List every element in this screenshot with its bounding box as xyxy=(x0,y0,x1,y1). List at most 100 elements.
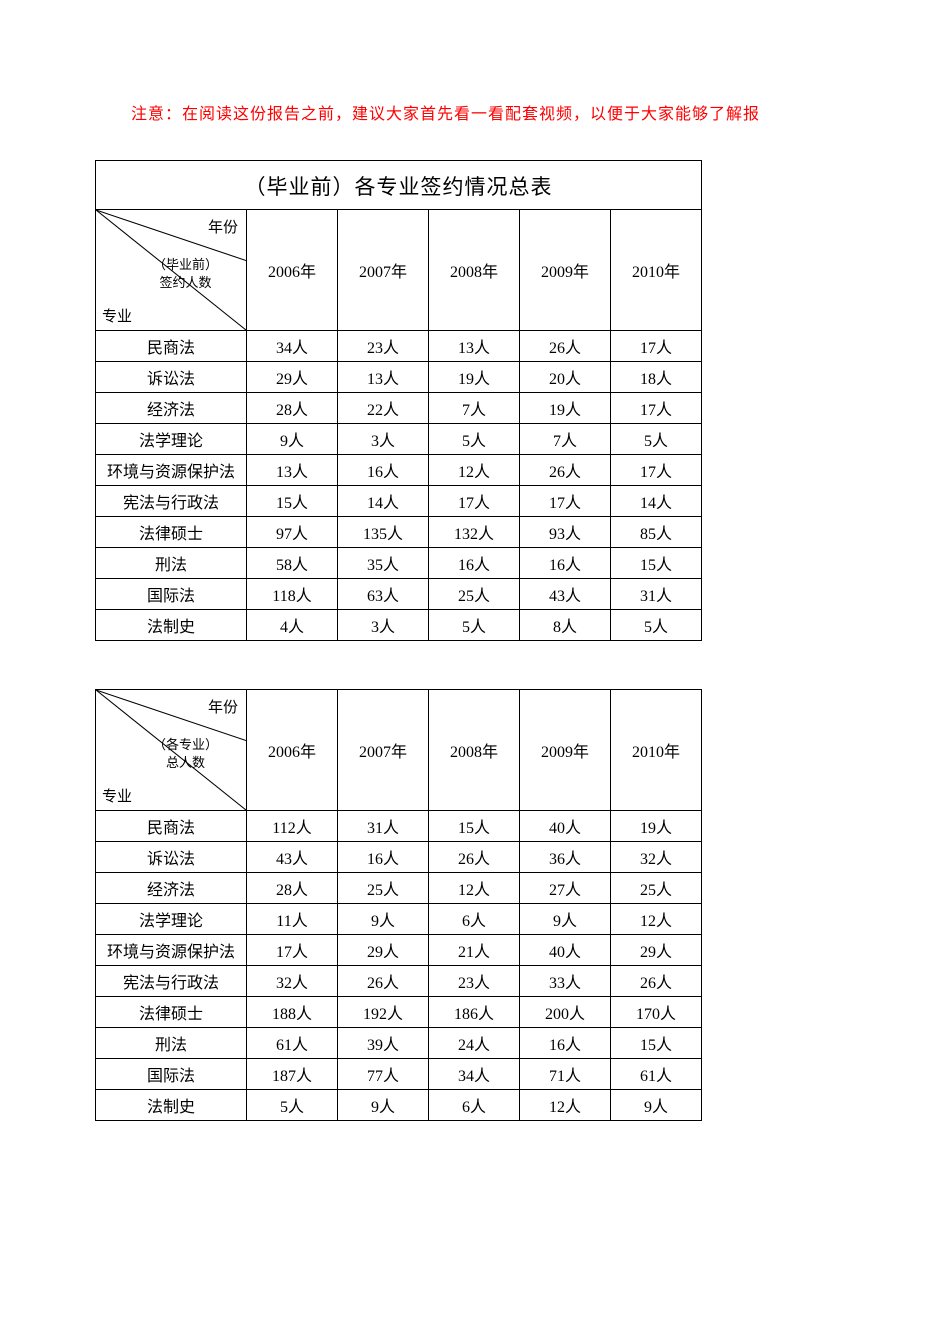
data-cell: 32人 xyxy=(611,842,702,873)
data-cell: 9人 xyxy=(611,1090,702,1121)
major-cell: 国际法 xyxy=(96,579,247,610)
data-cell: 16人 xyxy=(520,548,611,579)
data-cell: 28人 xyxy=(247,873,338,904)
major-cell: 诉讼法 xyxy=(96,842,247,873)
year-header: 2010年 xyxy=(611,210,702,331)
data-cell: 200人 xyxy=(520,997,611,1028)
year-header: 2007年 xyxy=(338,210,429,331)
table-1-title-row: （毕业前）各专业签约情况总表 xyxy=(96,161,702,210)
data-cell: 21人 xyxy=(429,935,520,966)
data-cell: 27人 xyxy=(520,873,611,904)
data-cell: 14人 xyxy=(611,486,702,517)
data-cell: 9人 xyxy=(338,904,429,935)
major-cell: 经济法 xyxy=(96,393,247,424)
data-cell: 19人 xyxy=(429,362,520,393)
major-cell: 诉讼法 xyxy=(96,362,247,393)
data-cell: 35人 xyxy=(338,548,429,579)
data-cell: 15人 xyxy=(429,811,520,842)
data-cell: 12人 xyxy=(611,904,702,935)
corner-top-label: 年份 xyxy=(208,216,238,237)
year-header: 2006年 xyxy=(247,690,338,811)
table-row: 刑法58人35人16人16人15人 xyxy=(96,548,702,579)
table-row: 环境与资源保护法13人16人12人26人17人 xyxy=(96,455,702,486)
data-cell: 23人 xyxy=(429,966,520,997)
data-cell: 15人 xyxy=(247,486,338,517)
major-cell: 法学理论 xyxy=(96,424,247,455)
data-cell: 17人 xyxy=(611,455,702,486)
table-row: 法制史5人9人6人12人9人 xyxy=(96,1090,702,1121)
table-row: 刑法61人39人24人16人15人 xyxy=(96,1028,702,1059)
year-header: 2010年 xyxy=(611,690,702,811)
notice-text: 注意：在阅读这份报告之前，建议大家首先看一看配套视频，以便于大家能够了解报 xyxy=(95,100,855,124)
table-row: 宪法与行政法32人26人23人33人26人 xyxy=(96,966,702,997)
data-cell: 26人 xyxy=(338,966,429,997)
data-cell: 31人 xyxy=(611,579,702,610)
data-cell: 22人 xyxy=(338,393,429,424)
data-cell: 28人 xyxy=(247,393,338,424)
data-cell: 170人 xyxy=(611,997,702,1028)
major-cell: 法学理论 xyxy=(96,904,247,935)
table-row: 法学理论11人9人6人9人12人 xyxy=(96,904,702,935)
major-cell: 法律硕士 xyxy=(96,517,247,548)
data-cell: 39人 xyxy=(338,1028,429,1059)
data-cell: 5人 xyxy=(429,424,520,455)
data-cell: 29人 xyxy=(611,935,702,966)
table-2-wrap: 年份 （各专业） 总人数 专业 2006年 2007年 2008年 2009年 … xyxy=(95,689,855,1121)
table-row: 国际法118人63人25人43人31人 xyxy=(96,579,702,610)
data-cell: 135人 xyxy=(338,517,429,548)
data-cell: 93人 xyxy=(520,517,611,548)
data-cell: 6人 xyxy=(429,904,520,935)
year-header: 2008年 xyxy=(429,690,520,811)
table-row: 诉讼法29人13人19人20人18人 xyxy=(96,362,702,393)
data-cell: 12人 xyxy=(429,873,520,904)
corner-mid2: 签约人数 xyxy=(159,275,211,290)
major-cell: 经济法 xyxy=(96,873,247,904)
data-cell: 112人 xyxy=(247,811,338,842)
data-cell: 25人 xyxy=(338,873,429,904)
data-cell: 18人 xyxy=(611,362,702,393)
data-cell: 9人 xyxy=(338,1090,429,1121)
year-header: 2006年 xyxy=(247,210,338,331)
table-row: 国际法187人77人34人71人61人 xyxy=(96,1059,702,1090)
major-cell: 法制史 xyxy=(96,1090,247,1121)
data-cell: 40人 xyxy=(520,935,611,966)
signing-table: （毕业前）各专业签约情况总表 年份 （毕业前） 签约人数 专业 2006年 xyxy=(95,160,702,641)
data-cell: 34人 xyxy=(247,331,338,362)
data-cell: 118人 xyxy=(247,579,338,610)
data-cell: 25人 xyxy=(429,579,520,610)
table-2-header-row: 年份 （各专业） 总人数 专业 2006年 2007年 2008年 2009年 … xyxy=(96,690,702,811)
data-cell: 14人 xyxy=(338,486,429,517)
data-cell: 6人 xyxy=(429,1090,520,1121)
data-cell: 26人 xyxy=(429,842,520,873)
major-cell: 宪法与行政法 xyxy=(96,486,247,517)
corner-mid1: （毕业前） xyxy=(153,257,218,272)
data-cell: 85人 xyxy=(611,517,702,548)
data-cell: 192人 xyxy=(338,997,429,1028)
data-cell: 188人 xyxy=(247,997,338,1028)
data-cell: 13人 xyxy=(429,331,520,362)
table-row: 民商法34人23人13人26人17人 xyxy=(96,331,702,362)
data-cell: 17人 xyxy=(247,935,338,966)
data-cell: 5人 xyxy=(611,610,702,641)
data-cell: 3人 xyxy=(338,424,429,455)
data-cell: 26人 xyxy=(520,331,611,362)
table-row: 经济法28人25人12人27人25人 xyxy=(96,873,702,904)
year-header: 2007年 xyxy=(338,690,429,811)
table-row: 经济法28人22人7人19人17人 xyxy=(96,393,702,424)
data-cell: 63人 xyxy=(338,579,429,610)
data-cell: 71人 xyxy=(520,1059,611,1090)
data-cell: 33人 xyxy=(520,966,611,997)
table-2-corner: 年份 （各专业） 总人数 专业 xyxy=(96,690,247,811)
corner-mid-label: （各专业） 总人数 xyxy=(153,736,218,772)
data-cell: 26人 xyxy=(520,455,611,486)
major-cell: 刑法 xyxy=(96,548,247,579)
data-cell: 187人 xyxy=(247,1059,338,1090)
major-cell: 刑法 xyxy=(96,1028,247,1059)
data-cell: 61人 xyxy=(247,1028,338,1059)
year-header: 2009年 xyxy=(520,690,611,811)
data-cell: 19人 xyxy=(520,393,611,424)
table-row: 法律硕士97人135人132人93人85人 xyxy=(96,517,702,548)
corner-bottom-label: 专业 xyxy=(102,305,132,326)
data-cell: 11人 xyxy=(247,904,338,935)
data-cell: 36人 xyxy=(520,842,611,873)
